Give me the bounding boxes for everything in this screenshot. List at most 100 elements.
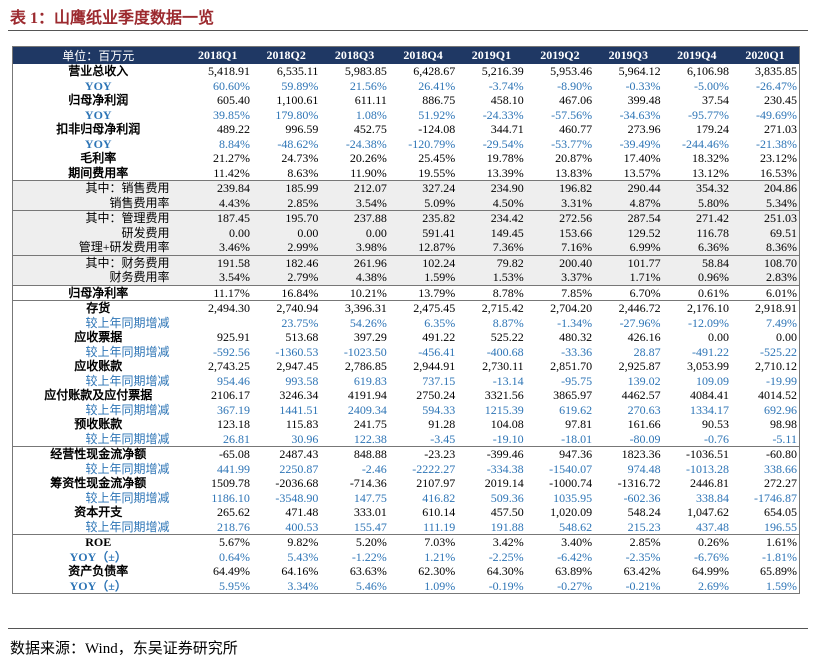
table-row: 销售费用率 4.43% 2.85% 3.54% 5.09% 4.50% 3.31% 4.87%… [12, 195, 800, 211]
row-label: ROE [12, 534, 184, 550]
value-cell: 611.11 [354, 93, 387, 108]
table-row: 其中：管理费用 187.45 195.70 237.88 235.82 234.42 272… [12, 210, 800, 226]
value-cell: 2,715.42 [457, 300, 526, 316]
value-cell: 2409.34 [347, 402, 387, 417]
value-cell: 2,176.10 [662, 300, 731, 316]
value-cell: 185.99 [251, 180, 321, 196]
row-label: 较上年同期增减 [85, 315, 170, 330]
row-label: 归母净利润 [68, 93, 129, 108]
value-cell: 30.96 [291, 431, 319, 446]
value-cell: 270.63 [627, 402, 661, 417]
value-cell: 548.62 [559, 519, 593, 534]
value-cell: 196.82 [525, 180, 595, 196]
value-cell: 737.15 [422, 373, 456, 388]
value-cell: 1.08% [355, 107, 387, 122]
value-cell: 62.30% [418, 564, 456, 579]
value-cell: 102.24 [388, 254, 458, 270]
value-cell: 6.36% [662, 240, 731, 255]
value-cell: -124.08 [418, 122, 456, 137]
data-table: 单位：百万元 2018Q1 2018Q2 2018Q3 2018Q4 2019Q1 2019… [12, 46, 800, 594]
value-cell: -53.77% [551, 136, 593, 151]
value-cell: 182.46 [251, 254, 321, 270]
value-cell: 974.48 [627, 461, 661, 476]
value-cell: 1.53% [457, 270, 526, 285]
value-cell: 215.23 [627, 519, 661, 534]
value-cell: 2019.14 [484, 476, 524, 491]
value-cell: 605.40 [216, 93, 250, 108]
value-cell: -0.19% [488, 578, 524, 593]
value-cell: 20.87% [555, 151, 593, 166]
value-cell: -491.22 [692, 344, 729, 359]
value-cell: -602.36 [623, 490, 661, 505]
value-cell: 13.83% [555, 165, 593, 180]
row-label: YOY [84, 136, 112, 151]
value-cell: 2.85% [251, 195, 321, 211]
value-cell: -2036.68 [275, 476, 319, 491]
value-cell: -95.77% [688, 107, 729, 122]
row-label: 期间费用率 [68, 165, 129, 180]
value-cell: 548.24 [627, 505, 661, 520]
value-cell: 10.21% [320, 284, 389, 301]
value-cell: 692.96 [764, 402, 797, 417]
value-cell: 155.47 [353, 519, 387, 534]
value-cell: -2.35% [625, 549, 661, 564]
value-cell: 1.59% [388, 270, 458, 285]
value-cell: 848.88 [320, 446, 389, 462]
value-cell: 1,020.09 [550, 505, 593, 520]
value-cell: -1.22% [351, 549, 387, 564]
value-cell: 265.62 [216, 505, 250, 520]
value-cell: 187.45 [183, 210, 252, 226]
value-cell: 26.81 [222, 431, 250, 446]
table-row: YOY 60.60% 59.89% 21.56% 26.41% -3.74% -8.90% -… [13, 79, 800, 94]
row-label: 应收账款 [74, 359, 123, 374]
value-cell: 8.63% [287, 165, 319, 180]
table-row: 应收票据 925.91 513.68 397.29 491.22 525.22 480.32… [13, 330, 800, 345]
table-row: 较上年同期增减 218.76 400.53 155.47 111.19 191.88 548… [13, 520, 800, 535]
value-cell: -1360.53 [275, 344, 319, 359]
table-row: YOY（±） 5.95% 3.34% 5.46% 1.09% -0.19% -0.27% -0… [13, 579, 800, 594]
row-label: 其中：财务费用 [12, 254, 184, 270]
table-row: 筹资性现金流净额 1509.78 -2036.68 -714.36 2107.97 201… [13, 476, 800, 491]
value-cell: 20.26% [349, 151, 387, 166]
table-row: 归母净利润 605.40 1,100.61 611.11 886.75 458.10 467… [13, 93, 800, 108]
value-cell: 7.85% [525, 284, 595, 301]
value-cell: 7.36% [457, 240, 526, 255]
value-cell: 441.99 [216, 461, 250, 476]
value-cell: 338.84 [696, 490, 729, 505]
table-row: 应付账款及应付票据 2106.17 3246.34 4191.94 2750.24 332… [13, 388, 800, 403]
value-cell: 489.22 [216, 122, 250, 137]
value-cell: 993.58 [285, 373, 319, 388]
value-cell: -1.81% [762, 549, 797, 564]
value-cell: 234.42 [457, 210, 526, 226]
value-cell: 63.89% [555, 564, 593, 579]
value-cell: -1000.74 [549, 476, 593, 491]
value-cell: 3.31% [525, 195, 595, 211]
value-cell: 6.01% [731, 284, 800, 301]
value-cell: 513.68 [285, 330, 319, 345]
value-cell: 204.86 [731, 180, 800, 196]
value-cell: 4014.52 [758, 388, 797, 403]
value-cell: 4.38% [320, 270, 389, 285]
value-cell: -18.01 [561, 431, 593, 446]
value-cell: -1746.87 [754, 490, 797, 505]
value-cell: -6.42% [557, 549, 593, 564]
value-cell: -0.27% [557, 578, 593, 593]
value-cell: 3.34% [287, 578, 319, 593]
value-cell: 149.45 [457, 225, 526, 240]
value-cell: 8.78% [457, 284, 526, 301]
value-cell: -1.34% [557, 315, 593, 330]
value-cell: 2.79% [251, 270, 321, 285]
value-cell: 4084.41 [690, 388, 729, 403]
value-cell: 3.42% [457, 534, 526, 550]
column-header: 2018Q1 [183, 46, 252, 64]
value-cell: 1509.78 [210, 476, 250, 491]
table-row: YOY 8.84% -48.62% -24.38% -120.79% -29.54% -53… [13, 137, 800, 152]
value-cell: 108.70 [731, 254, 800, 270]
value-cell: 200.40 [525, 254, 595, 270]
table-row: 扣非归母净利润 489.22 996.59 452.75 -124.08 344.71 46… [13, 122, 800, 137]
column-header: 2019Q1 [457, 46, 526, 64]
table-row: 资产负债率 64.49% 64.16% 63.63% 62.30% 64.30% 63.89… [13, 564, 800, 579]
table-row: 应收账款 2,743.25 2,947.45 2,786.85 2,944.91 2,73… [13, 359, 800, 374]
value-cell: 416.82 [422, 490, 456, 505]
